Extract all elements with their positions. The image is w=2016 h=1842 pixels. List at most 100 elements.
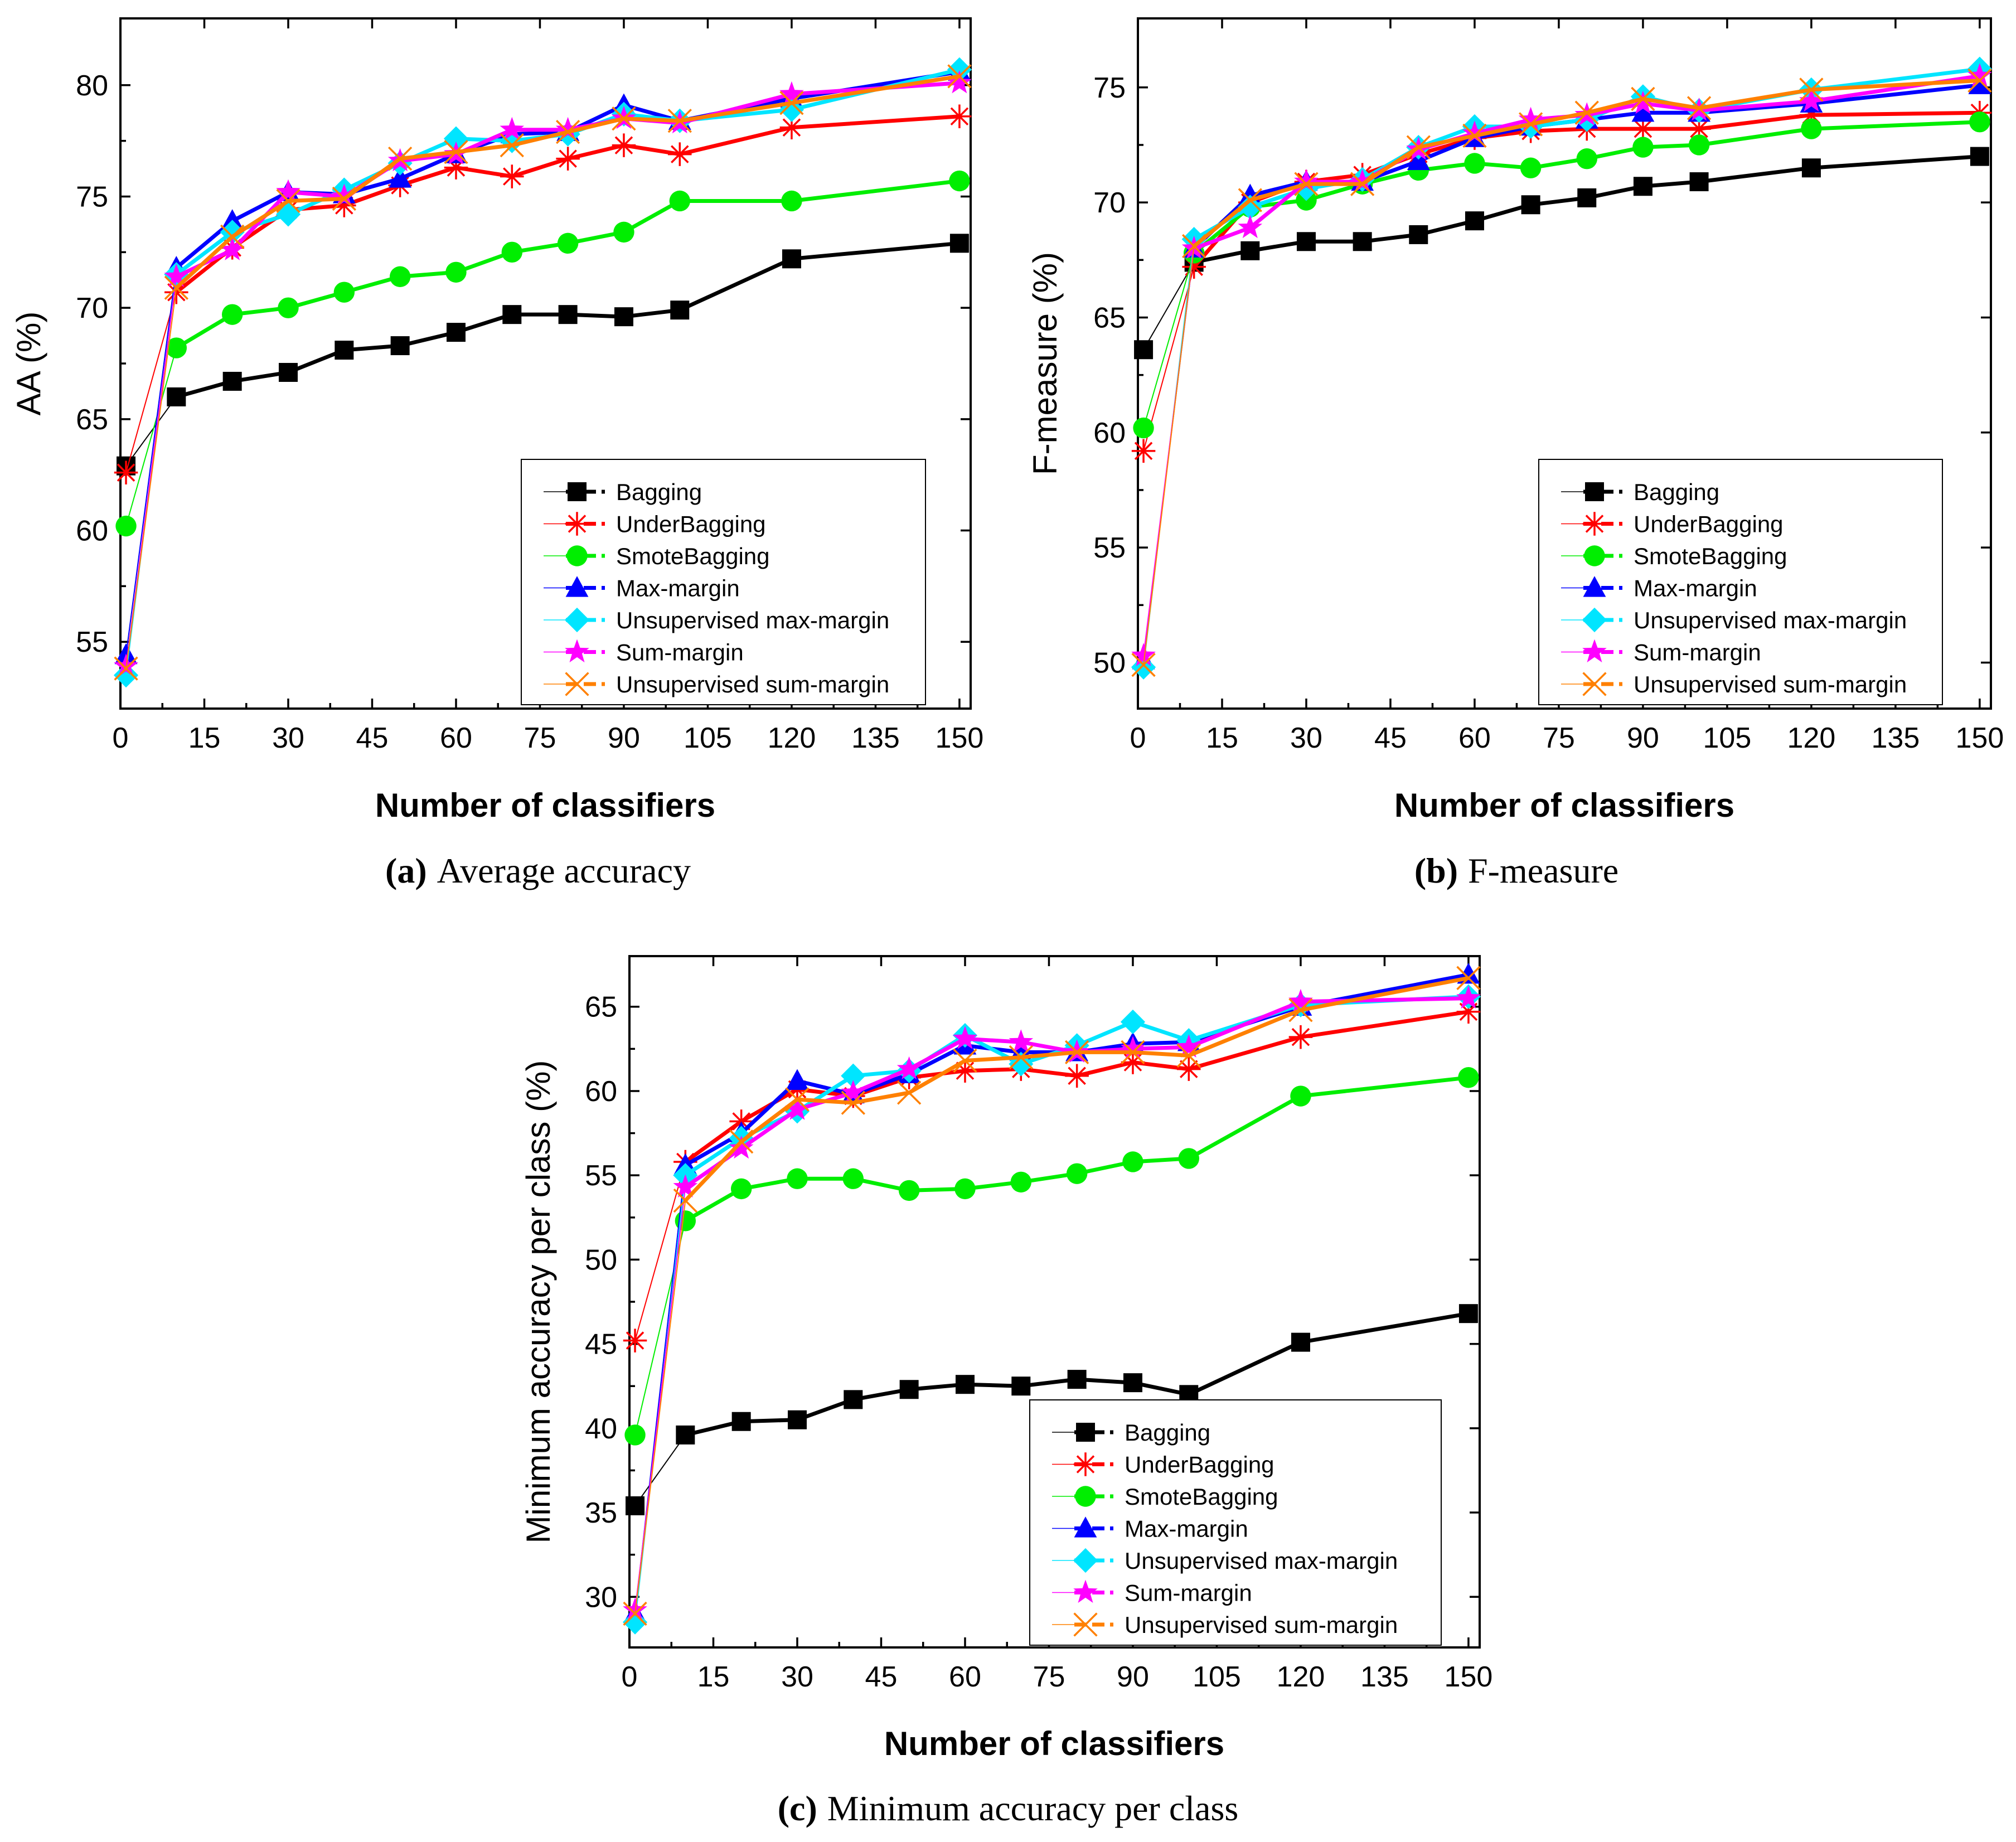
data-point	[841, 1080, 866, 1103]
x-tick-label: 30	[781, 1661, 813, 1693]
series-bagging	[1134, 147, 1989, 360]
x-tick-label: 15	[697, 1661, 730, 1693]
x-tick-label: 45	[865, 1661, 898, 1693]
x-tick-label: 45	[356, 722, 389, 754]
data-point	[1456, 966, 1481, 990]
legend-label: UnderBagging	[616, 511, 766, 537]
legend-item-sum-margin: Sum-margin	[1561, 639, 1761, 666]
legend-label: UnderBagging	[1125, 1452, 1274, 1478]
data-point	[114, 460, 138, 484]
x-tick-label: 150	[1955, 722, 2004, 754]
data-point	[390, 336, 410, 356]
y-tick-label: 55	[585, 1160, 617, 1192]
data-point	[844, 1390, 863, 1409]
data-point	[115, 515, 137, 537]
data-point	[668, 142, 692, 166]
data-point	[443, 126, 469, 151]
series-bagging	[117, 234, 969, 476]
panel-c-caption: (c) Minimum accuracy per class	[778, 1788, 1239, 1828]
data-point	[1632, 137, 1654, 158]
data-point	[1065, 1064, 1089, 1088]
data-point	[1689, 172, 1709, 191]
x-tick-label: 30	[272, 722, 304, 754]
y-tick-label: 70	[1093, 187, 1126, 219]
panel-b-ticks: 0 15 30 45 60 75 90 105 120 135 150 50 55 60 65 70 75	[1093, 18, 2004, 754]
x-tick-label: 75	[1033, 1661, 1065, 1693]
legend-marker	[1074, 1516, 1097, 1538]
y-tick-label: 65	[76, 404, 108, 436]
legend-marker	[566, 545, 588, 566]
data-point	[500, 128, 525, 153]
legend-label: UnderBagging	[1634, 511, 1784, 537]
data-point	[501, 241, 523, 263]
legend-item-bagging: Bagging	[544, 479, 702, 505]
data-point	[1176, 1043, 1201, 1068]
series-line-start	[634, 1187, 686, 1611]
series-line-start	[1143, 261, 1195, 350]
panel-a-series	[113, 57, 972, 688]
legend-item-max-margin: Max-margin	[1052, 1516, 1248, 1542]
data-point	[841, 1063, 866, 1088]
panel-a-y-axis-title: AA (%)	[10, 312, 47, 416]
panel-b-legend: Bagging UnderBagging SmoteBagging Max-margi…	[1538, 459, 1943, 705]
data-point	[1182, 234, 1206, 259]
data-point	[953, 1048, 977, 1073]
data-point	[500, 164, 524, 188]
data-point	[949, 234, 969, 253]
y-tick-label: 55	[1093, 532, 1126, 564]
data-point	[624, 1424, 646, 1446]
x-tick-label: 135	[851, 722, 900, 754]
data-point	[786, 1069, 809, 1090]
data-point	[445, 261, 467, 283]
legend-marker	[568, 482, 587, 501]
data-point	[623, 1601, 647, 1626]
legend-item-unsupervised-sum-margin: Unsupervised sum-margin	[1052, 1612, 1398, 1638]
data-point	[898, 1180, 920, 1201]
legend-label: Unsupervised max-margin	[616, 607, 889, 633]
data-point	[114, 656, 138, 681]
data-point	[1406, 135, 1431, 159]
data-point	[1133, 417, 1154, 439]
data-point	[1011, 1376, 1031, 1396]
series-unsupervised-sum-margin	[1131, 68, 1992, 677]
data-point	[389, 266, 411, 287]
series-line	[175, 74, 960, 289]
data-point	[1353, 232, 1372, 251]
data-point	[333, 282, 355, 303]
legend-label: Unsupervised sum-margin	[1634, 671, 1907, 697]
legend-label: Unsupervised max-margin	[1125, 1548, 1398, 1574]
x-tick-label: 90	[1627, 722, 1659, 754]
data-point	[1464, 153, 1485, 174]
series-line-start	[125, 268, 177, 656]
series-line-start	[1143, 266, 1195, 452]
series-line	[684, 1010, 1469, 1164]
panel-a-ticks: 0 15 30 45 60 75 90 105 120 135 150 55 60 65 70 75 80	[76, 18, 983, 754]
y-tick-label: 50	[1093, 647, 1126, 679]
legend-label: Bagging	[1634, 479, 1719, 505]
data-point	[955, 1375, 975, 1394]
x-tick-label: 90	[1117, 1661, 1149, 1693]
series-smotebagging	[115, 170, 970, 537]
x-tick-label: 120	[768, 722, 816, 754]
y-tick-label: 65	[585, 991, 617, 1024]
data-point	[1521, 195, 1540, 215]
legend-label: Bagging	[616, 479, 702, 505]
y-tick-label: 70	[76, 292, 108, 324]
panel-b: 0 15 30 45 60 75 90 105 120 135 150 50 55 60 65 70 75 Nu…	[1026, 17, 2004, 890]
legend-marker	[1075, 1486, 1096, 1507]
data-point	[113, 662, 139, 688]
data-point	[1456, 985, 1481, 1009]
legend-label: Unsupervised sum-margin	[1125, 1612, 1398, 1638]
data-point	[1799, 88, 1824, 112]
data-point	[389, 167, 412, 188]
y-tick-label: 80	[76, 70, 108, 102]
panel-b-y-axis-title: F-measure (%)	[1026, 252, 1064, 475]
data-point	[785, 1087, 810, 1112]
legend-label: Max-margin	[1634, 575, 1757, 602]
legend-marker	[1582, 607, 1607, 633]
panel-c-y-axis-title: Minimum accuracy per class (%)	[520, 1060, 557, 1544]
x-tick-label: 15	[188, 722, 221, 754]
series-line-start	[125, 288, 177, 669]
legend-label: Sum-margin	[1125, 1580, 1252, 1606]
legend-marker	[565, 639, 589, 663]
